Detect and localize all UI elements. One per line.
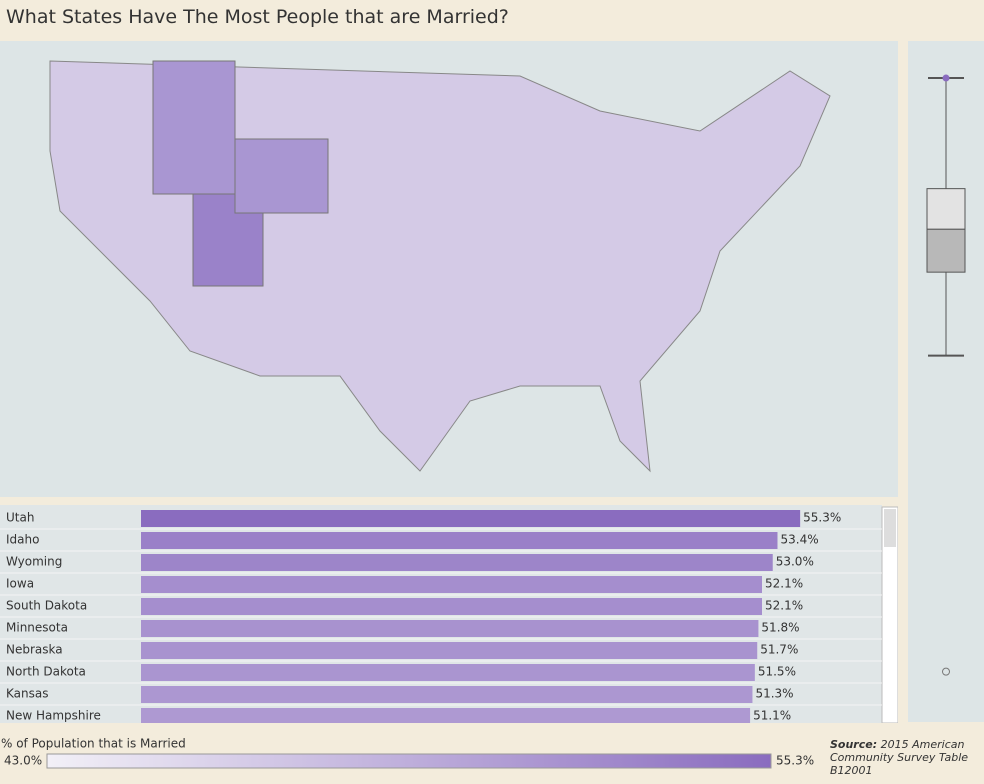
bar <box>141 642 758 659</box>
value-label: 52.1% <box>765 577 803 591</box>
scrollbar[interactable] <box>881 506 898 723</box>
bar <box>141 620 759 637</box>
bar <box>141 686 753 703</box>
category-label: North Dakota <box>6 665 86 679</box>
box-lower <box>926 228 966 273</box>
title: What States Have The Most People that ar… <box>6 6 509 28</box>
map <box>0 41 898 497</box>
category-label: Nebraska <box>6 643 63 657</box>
outlier <box>942 667 950 676</box>
legend-gradient <box>46 753 772 769</box>
state-wyoming <box>234 138 329 214</box>
category-label: Iowa <box>6 577 34 591</box>
category-label: New Hampshire <box>6 709 101 723</box>
value-label: 51.8% <box>761 621 799 635</box>
legend-title: % of Population that is Married <box>1 737 186 751</box>
category-label: South Dakota <box>6 599 87 613</box>
value-label: 53.0% <box>776 555 814 569</box>
bar <box>141 598 762 615</box>
source: Source: 2015 American Community Survey T… <box>830 738 980 777</box>
bar <box>141 576 762 593</box>
category-label: Minnesota <box>6 621 68 635</box>
bar <box>141 532 778 549</box>
category-label: Utah <box>6 511 34 525</box>
source-label: Source: <box>830 738 878 751</box>
value-label: 52.1% <box>765 599 803 613</box>
box-plot <box>908 41 984 722</box>
max-point <box>942 74 950 82</box>
legend-max: 55.3% <box>776 754 814 768</box>
bar <box>141 664 755 681</box>
state-idaho <box>152 60 236 195</box>
bar <box>141 708 751 723</box>
value-label: 51.7% <box>760 643 798 657</box>
bar <box>141 510 801 527</box>
legend-min: 43.0% <box>4 754 42 768</box>
category-label: Idaho <box>6 533 39 547</box>
value-label: 53.4% <box>780 533 818 547</box>
category-label: Wyoming <box>6 555 62 569</box>
bar-chart: Utah 55.3% Idaho 53.4% Wyoming 53.0% Iowa 52.1%… <box>0 505 898 723</box>
bar <box>141 554 773 571</box>
scroll-thumb[interactable] <box>884 509 896 547</box>
value-label: 55.3% <box>803 511 841 525</box>
value-label: 51.1% <box>753 709 791 723</box>
value-label: 51.3% <box>755 687 793 701</box>
color-legend: % of Population that is Married 43.0% 55… <box>1 737 814 769</box>
source-text: 2015 American Community Survey Table B12… <box>830 738 969 777</box>
box-upper <box>926 188 966 230</box>
category-label: Kansas <box>6 687 48 701</box>
value-label: 51.5% <box>758 665 796 679</box>
